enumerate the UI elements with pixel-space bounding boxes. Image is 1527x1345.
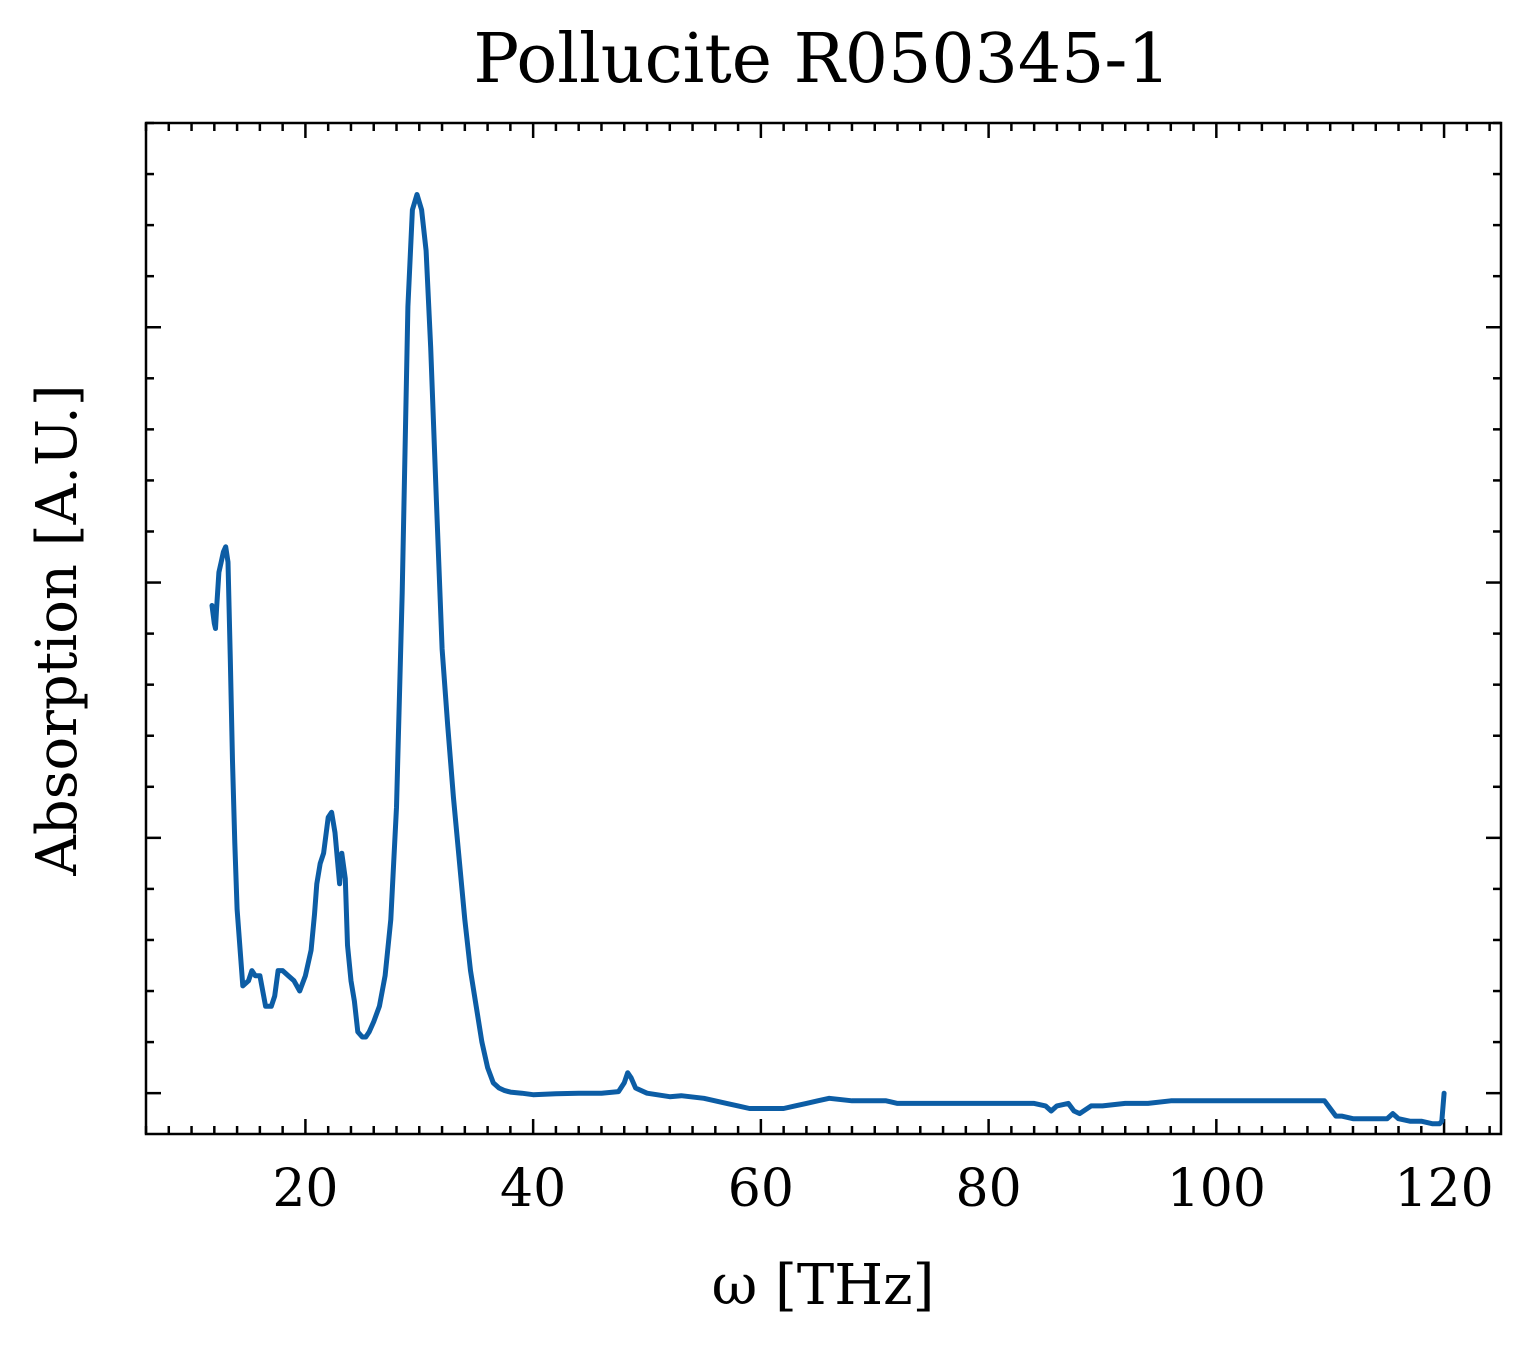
chart-title: Pollucite R050345-1 [473,20,1170,99]
x-tick-label: 80 [956,1159,1022,1219]
x-tick-label: 60 [728,1159,794,1219]
y-axis-label: Absorption [A.U.] [25,384,90,876]
x-tick-label: 120 [1394,1159,1493,1219]
x-tick-labels: 20 40 60 80 100 120 [272,1159,1493,1219]
x-tick-label: 20 [272,1159,338,1219]
x-axis-label: ω [THz] [712,1253,935,1318]
absorption-series-line [209,192,1447,1127]
plot-frame [144,121,1503,1136]
x-tick-label: 40 [500,1159,566,1219]
x-tick-label: 100 [1167,1159,1266,1219]
